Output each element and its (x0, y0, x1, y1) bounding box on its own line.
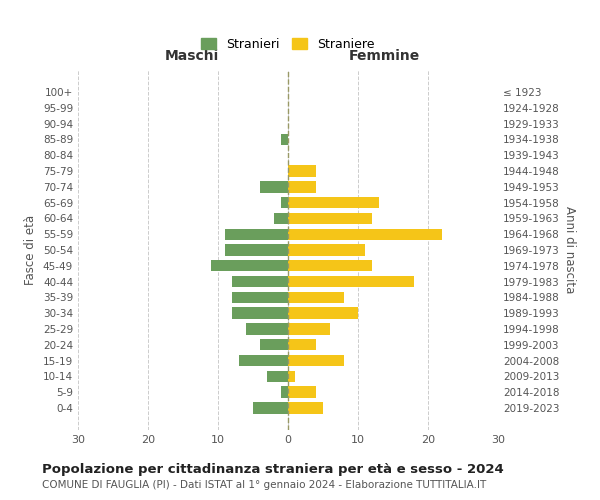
Bar (288, 244, 365, 256)
Bar (288, 370, 295, 382)
Bar (288, 228, 442, 240)
Bar (288, 292, 344, 303)
Bar (246, 324, 288, 334)
Bar (288, 355, 344, 366)
Bar (288, 197, 379, 208)
Text: Maschi: Maschi (164, 49, 218, 63)
Bar (260, 181, 288, 192)
Bar (260, 339, 288, 350)
Bar (281, 386, 288, 398)
Bar (288, 339, 316, 350)
Bar (281, 197, 288, 208)
Bar (225, 244, 288, 256)
Bar (288, 212, 372, 224)
Bar (274, 212, 288, 224)
Bar (225, 228, 288, 240)
Bar (239, 355, 288, 366)
Bar (288, 276, 414, 287)
Bar (288, 181, 316, 192)
Bar (288, 260, 372, 272)
Y-axis label: Anni di nascita: Anni di nascita (563, 206, 576, 294)
Bar (267, 370, 288, 382)
Bar (232, 292, 288, 303)
Bar (281, 134, 288, 145)
Bar (232, 308, 288, 319)
Bar (288, 324, 330, 334)
Bar (288, 386, 316, 398)
Text: Femmine: Femmine (349, 49, 420, 63)
Y-axis label: Fasce di età: Fasce di età (25, 215, 37, 285)
Bar (288, 308, 358, 319)
Text: COMUNE DI FAUGLIA (PI) - Dati ISTAT al 1° gennaio 2024 - Elaborazione TUTTITALIA: COMUNE DI FAUGLIA (PI) - Dati ISTAT al 1… (42, 480, 486, 490)
Bar (253, 402, 288, 413)
Bar (211, 260, 288, 272)
Bar (288, 402, 323, 413)
Legend: Stranieri, Straniere: Stranieri, Straniere (196, 33, 380, 56)
Bar (288, 166, 316, 176)
Text: Popolazione per cittadinanza straniera per età e sesso - 2024: Popolazione per cittadinanza straniera p… (42, 462, 504, 475)
Bar (232, 276, 288, 287)
